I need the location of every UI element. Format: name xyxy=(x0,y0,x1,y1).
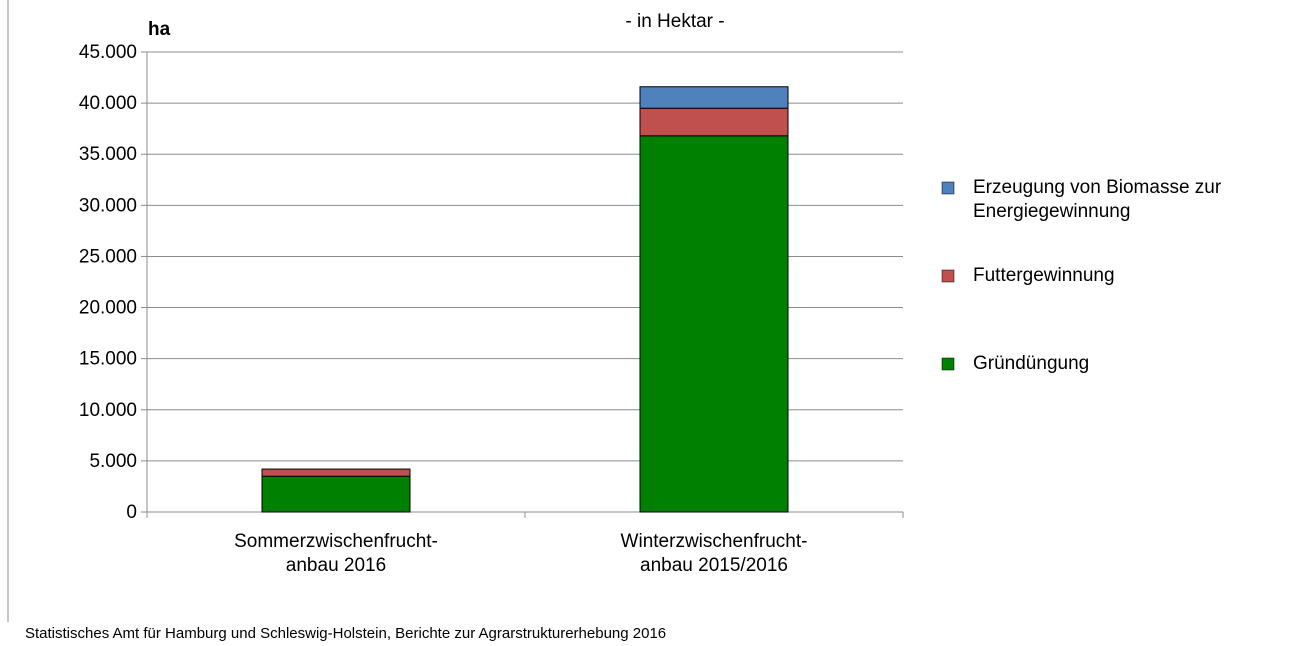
y-axis-label: ha xyxy=(148,19,171,40)
legend-swatch xyxy=(941,181,955,195)
legend-label: Erzeugung von Biomasse zur Energiegewinnu… xyxy=(973,177,1222,222)
bar-segment xyxy=(639,135,789,513)
y-tick-label: 25.000 xyxy=(79,246,137,267)
x-tick-label: Winterzwischenfrucht-anbau 2015/2016 xyxy=(621,531,808,576)
y-tick-label: 0 xyxy=(126,502,137,523)
bar-segment xyxy=(639,86,789,109)
y-tick-label: 5.000 xyxy=(89,451,137,472)
y-tick-label: 15.000 xyxy=(79,349,137,370)
legend-label: Futtergewinnung xyxy=(973,265,1115,286)
y-tick-label: 10.000 xyxy=(79,400,137,421)
y-tick-label: 30.000 xyxy=(79,195,137,216)
legend-swatch xyxy=(941,269,955,283)
y-tick-label: 35.000 xyxy=(79,144,137,165)
y-tick-label: 20.000 xyxy=(79,298,137,319)
chart-title: - in Hektar - xyxy=(625,11,724,32)
x-tick-label: Sommerzwischenfrucht-anbau 2016 xyxy=(234,531,438,576)
legend-label: Gründüngung xyxy=(973,353,1089,374)
bar-segment xyxy=(261,468,411,477)
source-note: Statistisches Amt für Hamburg und Schles… xyxy=(25,625,666,642)
bar-segment xyxy=(639,107,789,137)
y-tick-label: 45.000 xyxy=(79,42,137,63)
y-tick-label: 40.000 xyxy=(79,93,137,114)
bar-segment xyxy=(261,475,411,513)
legend-swatch xyxy=(941,357,955,371)
